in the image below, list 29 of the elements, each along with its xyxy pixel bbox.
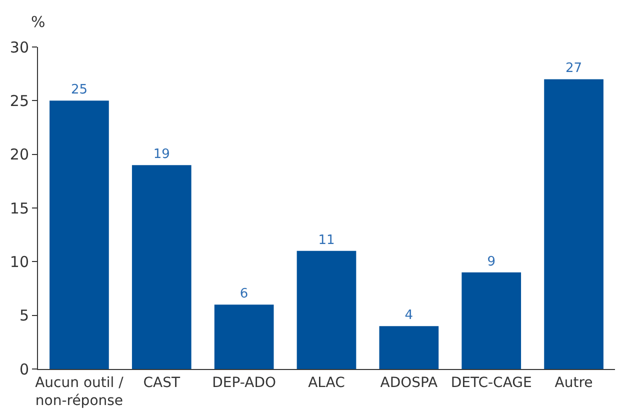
x-tick-label: ALAC — [308, 374, 346, 391]
bar — [462, 272, 522, 369]
y-tick-label: 20 — [10, 146, 29, 164]
y-tick-label: 15 — [10, 199, 29, 218]
bar — [379, 326, 439, 369]
data-label: 27 — [566, 61, 582, 76]
x-tick-label: ADOSPA — [380, 374, 438, 391]
x-tick-label: DEP-ADO — [212, 374, 276, 391]
x-tick-label: DETC-CAGE — [450, 374, 532, 391]
y-tick-label: 30 — [10, 38, 29, 56]
data-label: 9 — [487, 254, 496, 270]
x-tick-label: Aucun outil / non-réponse — [35, 374, 124, 409]
y-tick-label: 10 — [10, 252, 29, 271]
bar — [50, 100, 109, 369]
x-tick-label: CAST — [143, 374, 180, 391]
y-axis-title: % — [31, 13, 46, 31]
y-tick-label: 0 — [19, 360, 29, 378]
data-label: 6 — [240, 286, 248, 302]
x-tick-label: Autre — [554, 374, 593, 391]
y-tick-label: 5 — [19, 306, 29, 325]
data-label: 4 — [404, 308, 414, 324]
bar — [214, 304, 274, 369]
data-label: 25 — [70, 82, 88, 98]
data-label: 11 — [318, 232, 335, 248]
data-label: 19 — [153, 147, 170, 162]
bar — [296, 250, 356, 369]
bar — [544, 79, 604, 369]
bar — [132, 165, 192, 369]
y-tick-label: 25 — [10, 92, 29, 110]
